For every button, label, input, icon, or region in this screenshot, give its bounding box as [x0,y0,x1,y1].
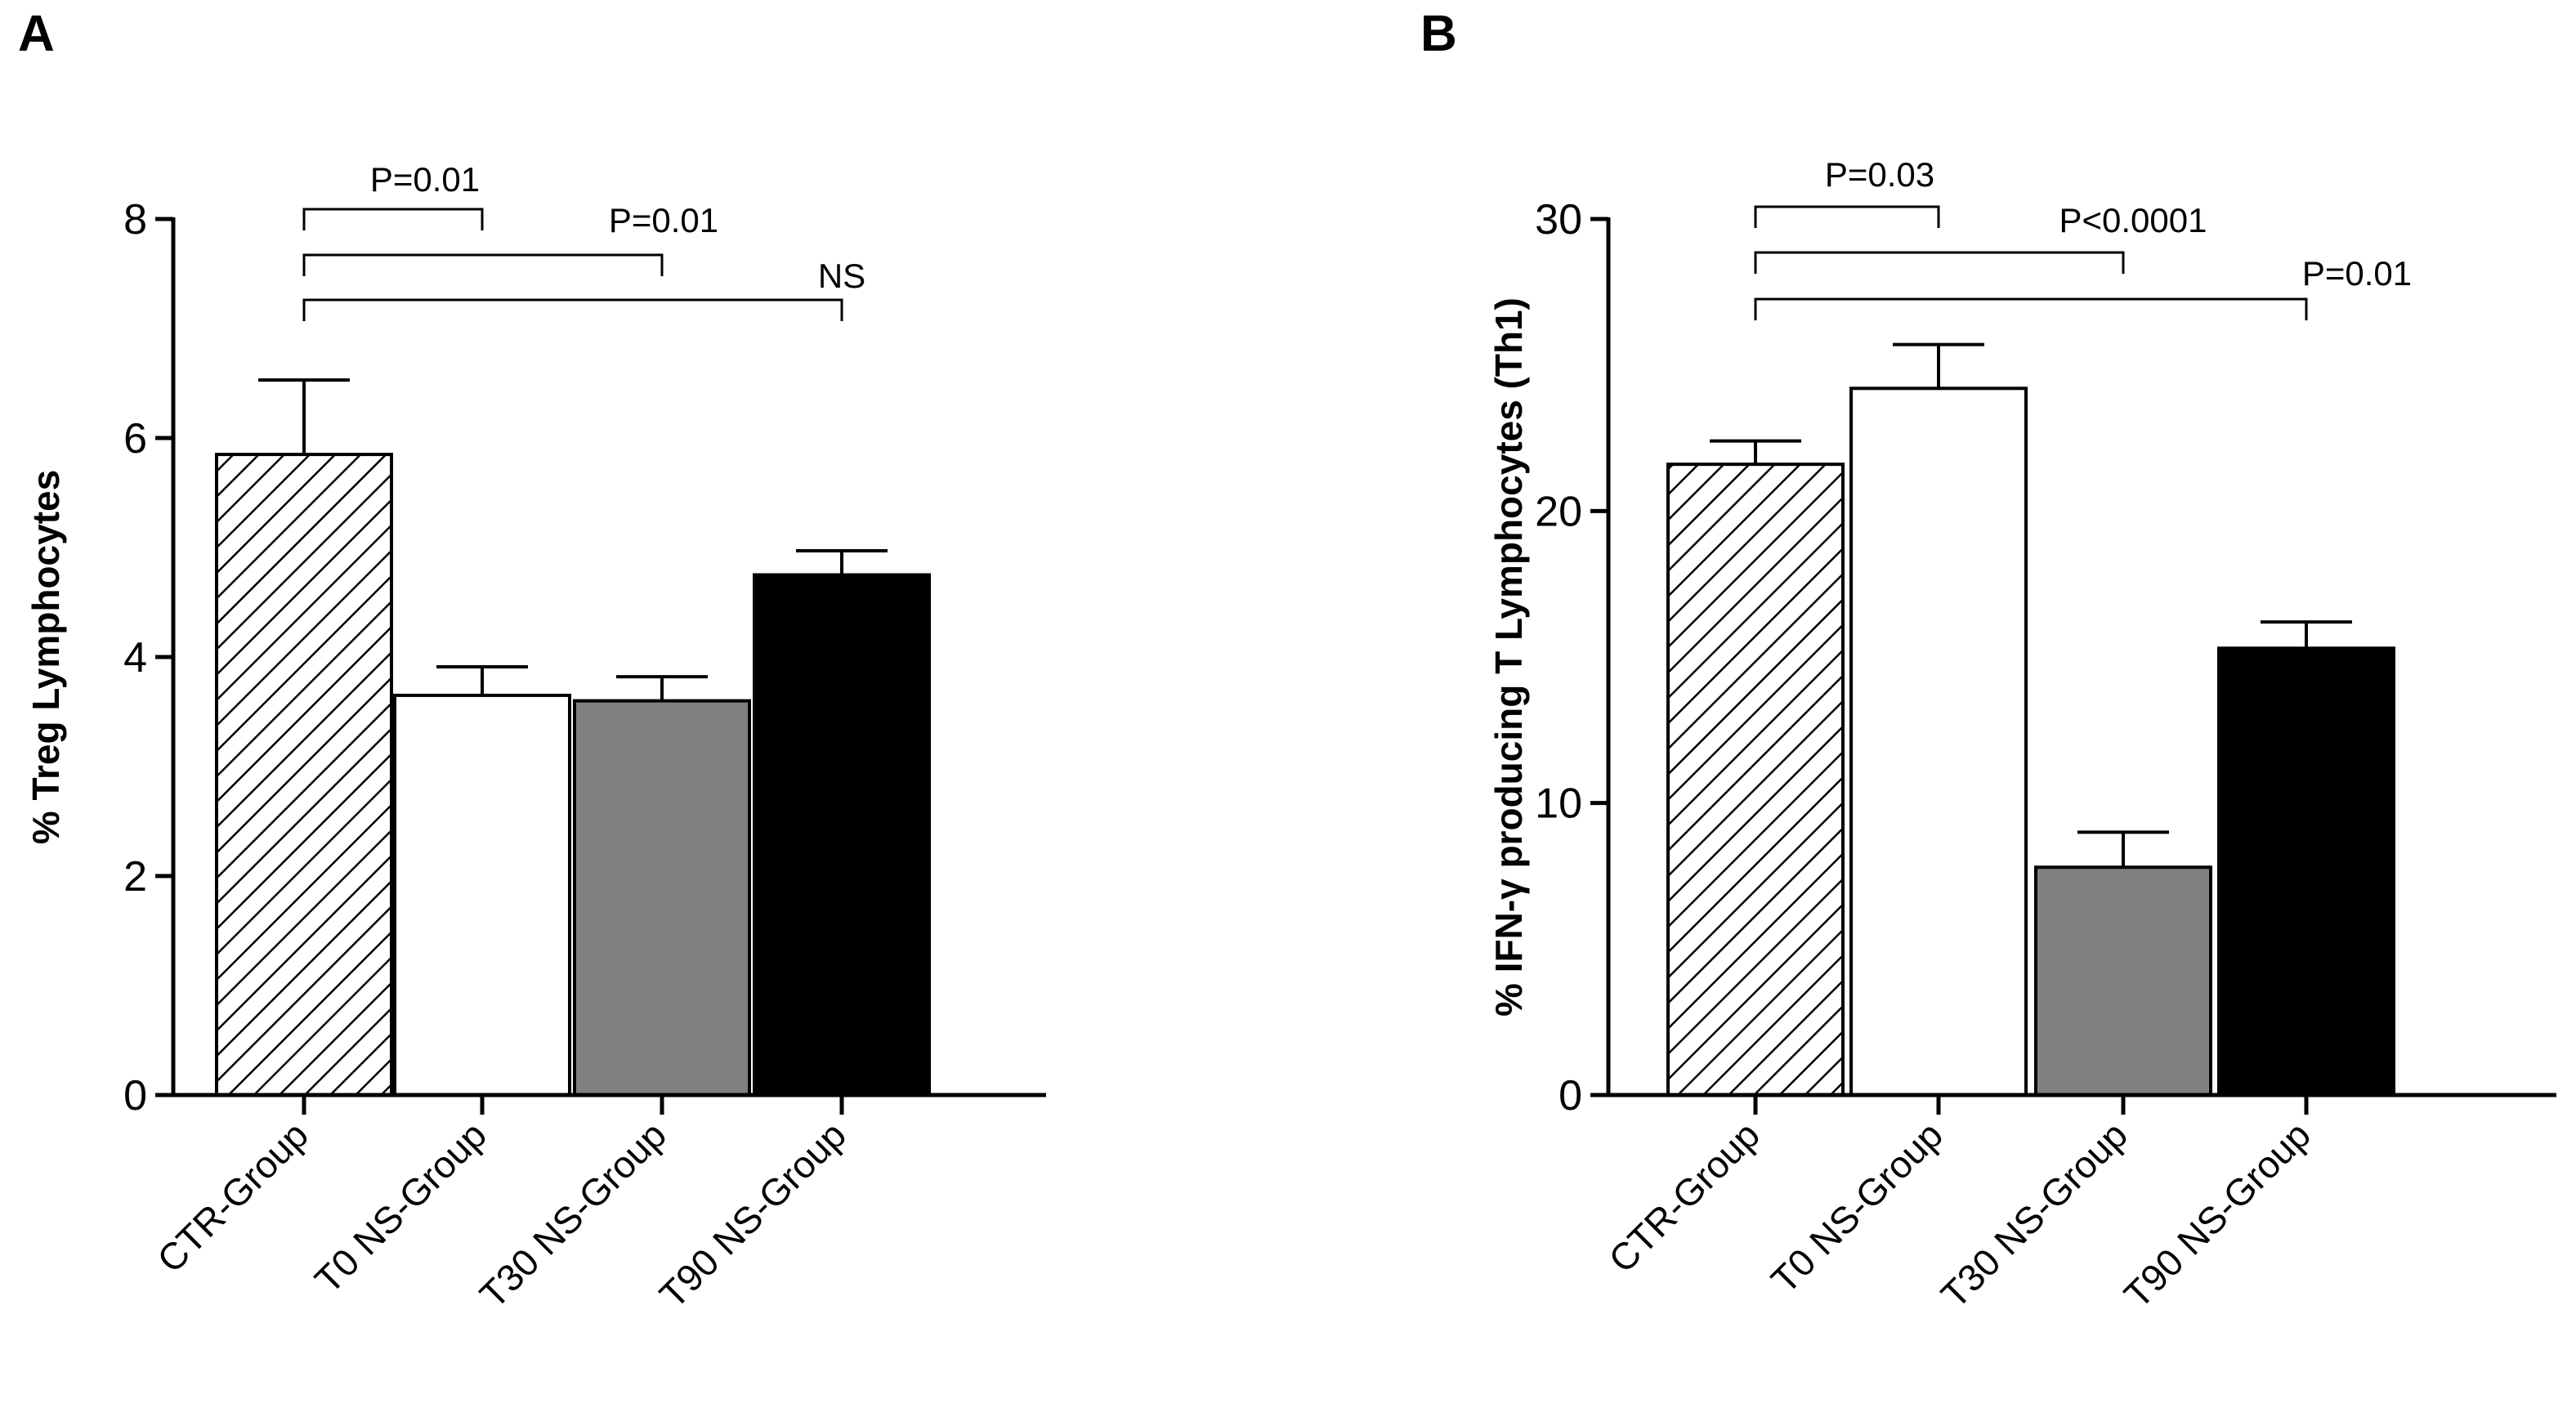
bar-a-4 [753,573,931,1097]
significance-bracket-b-1 [1754,205,1940,228]
y-tick-label-a-1: 2 [123,853,147,901]
bar-a-3 [573,699,751,1097]
y-tick-label-b-1: 10 [1535,780,1582,828]
significance-label-b-2: P<0.0001 [2059,201,2207,239]
significance-label-a-1: P=0.01 [370,160,480,199]
bar-b-2 [1849,387,2028,1097]
significance-bracket-a-2 [302,253,664,276]
bar-b-4 [2217,646,2395,1097]
x-tick-label-b-4: T90 NS-Group [2116,1113,2319,1316]
significance-bracket-b-2 [1754,251,2125,274]
significance-bracket-b-3 [1754,297,2308,320]
bar-b-1 [1666,463,1845,1097]
bar-a-1 [215,453,393,1097]
bar-a-2 [393,693,571,1097]
panel-label-a: A [18,6,55,62]
significance-label-b-1: P=0.03 [1825,155,1934,194]
y-tick-label-a-3: 6 [123,415,147,463]
y-tick-label-b-2: 20 [1535,488,1582,535]
x-tick-label-a-2: T0 NS-Group [306,1113,494,1301]
x-tick-label-a-3: T30 NS-Group [472,1113,674,1316]
significance-label-a-2: P=0.01 [609,201,718,239]
significance-label-b-3: P=0.01 [2302,254,2412,293]
significance-bracket-a-3 [302,298,843,321]
x-tick-label-b-2: T0 NS-Group [1763,1113,1951,1301]
y-tick-label-b-3: 30 [1535,196,1582,244]
x-tick-label-b-3: T30 NS-Group [1933,1113,2135,1316]
significance-bracket-a-1 [302,208,484,230]
y-tick-label-a-2: 4 [123,634,147,682]
x-tick-label-a-1: CTR-Group [149,1113,316,1281]
y-tick-label-a-4: 8 [123,196,147,244]
y-axis-title-a: % Treg Lymphocytes [25,470,67,844]
x-tick-label-a-4: T90 NS-Group [651,1113,854,1316]
bar-b-3 [2034,865,2212,1097]
significance-label-a-3: NS [818,257,865,295]
panel-label-b: B [1420,6,1457,62]
y-axis-title-b: % IFN-γ producing T Lymphocytes (Th1) [1487,297,1530,1017]
y-tick-label-b-0: 0 [1559,1072,1582,1120]
y-tick-label-a-0: 0 [123,1072,147,1120]
x-tick-label-b-1: CTR-Group [1600,1113,1768,1281]
